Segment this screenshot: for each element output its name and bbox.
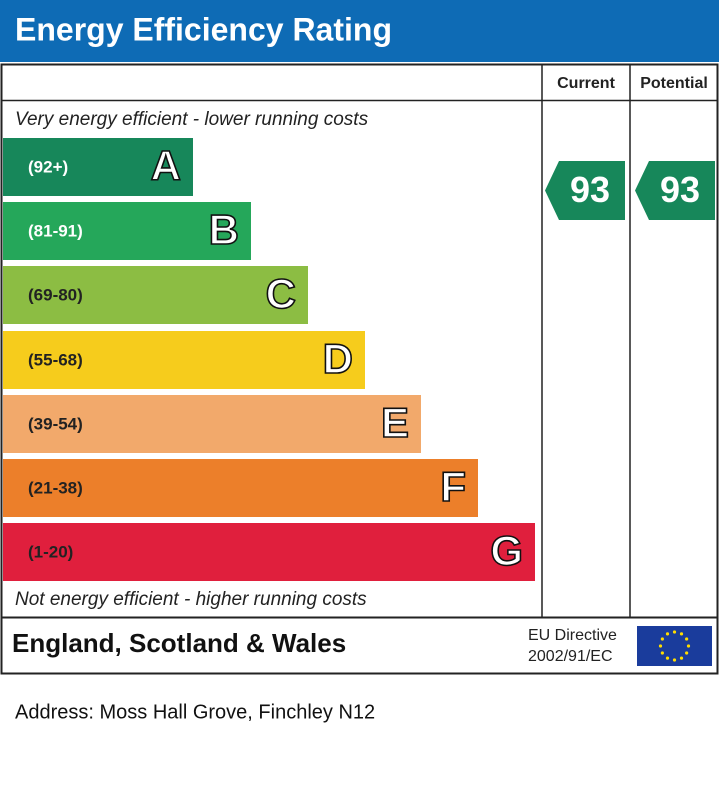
rating-value: 93 [570, 169, 610, 210]
flag-star [679, 656, 684, 660]
band-letter: E [381, 399, 409, 446]
flag-star [679, 632, 684, 636]
region: England, Scotland & Wales [12, 628, 346, 658]
band-bar [3, 202, 251, 260]
rating-value: 93 [660, 169, 700, 210]
title: Energy Efficiency Rating [15, 11, 392, 47]
flag-star [660, 637, 664, 641]
flag-star [665, 656, 670, 660]
band-letter: B [209, 206, 239, 253]
band-range: (69-80) [28, 285, 83, 304]
column-header: Current [557, 75, 615, 92]
band-range: (55-68) [28, 350, 83, 369]
directive: EU Directive [528, 627, 617, 644]
band-range: (21-38) [28, 478, 83, 497]
flag-star [660, 651, 664, 655]
frame [0, 63, 719, 675]
band-letter: C [266, 270, 296, 317]
bottom-note: Not energy efficient - higher running co… [15, 589, 367, 610]
band-bar [3, 395, 421, 453]
band-range: (1-20) [28, 542, 73, 561]
directive: 2002/91/EC [528, 648, 613, 665]
band-bar [3, 459, 478, 517]
band-letter: A [151, 142, 181, 189]
flag-star [665, 632, 670, 636]
band-letter: F [440, 463, 466, 510]
band-bar [3, 331, 365, 389]
band-range: (39-54) [28, 414, 83, 433]
top-note: Very energy efficient - lower running co… [15, 109, 369, 130]
column-header: Potential [640, 75, 708, 92]
flag-star [672, 630, 677, 634]
flag-star [685, 637, 689, 641]
band-range: (92+) [28, 157, 68, 176]
flag-star [685, 651, 689, 655]
flag-star [658, 644, 663, 648]
band-bar [3, 138, 193, 196]
band-letter: D [323, 335, 353, 382]
band-bar [3, 523, 535, 581]
band-range: (81-91) [28, 221, 83, 240]
rating-arrow [635, 161, 715, 220]
band-letter: G [490, 527, 523, 574]
band-bar [3, 266, 308, 324]
address: Address: Moss Hall Grove, Finchley N12 [15, 701, 375, 723]
rating-arrow [545, 161, 625, 220]
header-bar [0, 0, 719, 62]
flag-star [686, 644, 691, 648]
flag-star [672, 658, 677, 662]
eu-flag [637, 626, 712, 666]
